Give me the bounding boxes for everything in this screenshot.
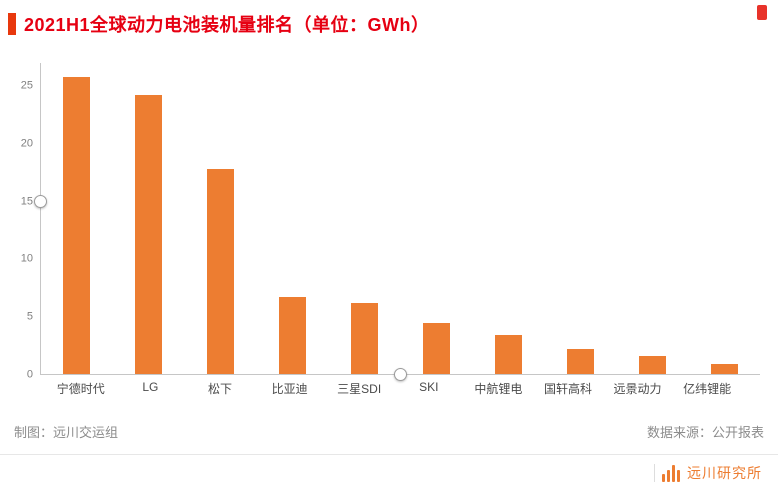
footer-divider bbox=[0, 454, 778, 455]
chart-header: 2021H1全球动力电池装机量排名（单位：GWh） bbox=[0, 0, 778, 41]
bar-slot bbox=[185, 63, 257, 374]
bottom-edge-handle[interactable] bbox=[393, 368, 407, 381]
y-tick-label: 0 bbox=[26, 368, 33, 381]
bar-三星SDI bbox=[351, 302, 379, 374]
corner-red-mark bbox=[757, 5, 767, 20]
bar-亿纬锂能 bbox=[710, 363, 738, 374]
bar-slot bbox=[401, 63, 473, 374]
y-tick-label: 5 bbox=[26, 310, 33, 323]
bar-slot bbox=[113, 63, 185, 374]
x-tick-label: 国轩高科 bbox=[543, 382, 592, 396]
bar-LG bbox=[135, 95, 163, 374]
x-tick-label: SKI bbox=[419, 380, 439, 394]
y-axis: 0 5 10 15 20 25 bbox=[6, 63, 40, 380]
y-tick-label: 15 bbox=[20, 195, 33, 208]
x-tick-label: 松下 bbox=[207, 382, 232, 396]
bar-slot bbox=[472, 63, 544, 374]
brand-footer: 远川研究所 bbox=[0, 455, 778, 483]
x-tick-label: LG bbox=[142, 380, 159, 394]
bar-SKI bbox=[422, 323, 450, 374]
brand-name: 远川研究所 bbox=[687, 465, 762, 481]
x-tick-label: 三星SDI bbox=[337, 382, 382, 396]
bar-比亚迪 bbox=[279, 296, 307, 374]
x-tick-label: 比亚迪 bbox=[271, 382, 308, 396]
brand-divider bbox=[654, 464, 655, 482]
bar-松下 bbox=[207, 168, 235, 374]
bar-中航锂电 bbox=[494, 334, 522, 374]
brand-logo-icon bbox=[662, 464, 680, 482]
bar-slot bbox=[616, 63, 688, 374]
x-tick-label: 中航锂电 bbox=[474, 382, 523, 396]
title-accent-bar bbox=[8, 13, 16, 35]
bar-国轩高科 bbox=[566, 348, 594, 374]
chart-meta: 制图：远川交运组 数据来源：公开报表 bbox=[0, 422, 778, 441]
bar-slot bbox=[41, 63, 113, 374]
data-source: 数据来源：公开报表 bbox=[646, 425, 764, 440]
bar-chart: 0 5 10 15 20 25 宁德时代 LG 松下 比亚迪 三星SDI SKI 中航锂电 国轩高科 远景… bbox=[0, 41, 778, 397]
x-axis-labels: 宁德时代 LG 松下 比亚迪 三星SDI SKI 中航锂电 国轩高科 远景动力 亿纬锂能 bbox=[46, 380, 742, 397]
bar-远景动力 bbox=[638, 355, 666, 374]
bar-slot bbox=[257, 63, 329, 374]
x-tick-label: 宁德时代 bbox=[56, 382, 105, 396]
left-edge-handle[interactable] bbox=[34, 195, 47, 209]
x-tick-label: 远景动力 bbox=[613, 382, 662, 396]
x-tick-label: 亿纬锂能 bbox=[683, 382, 732, 396]
bar-slot bbox=[544, 63, 616, 374]
y-tick-label: 20 bbox=[20, 137, 33, 150]
bar-宁德时代 bbox=[63, 76, 91, 374]
plot-area bbox=[34, 63, 760, 381]
bar-slot bbox=[329, 63, 401, 374]
chart-credit: 制图：远川交运组 bbox=[14, 425, 119, 440]
y-tick-label: 10 bbox=[20, 252, 33, 265]
page-title: 2021H1全球动力电池装机量排名（单位：GWh） bbox=[24, 15, 430, 35]
y-tick-label: 25 bbox=[20, 79, 33, 92]
bar-slot bbox=[688, 63, 760, 374]
